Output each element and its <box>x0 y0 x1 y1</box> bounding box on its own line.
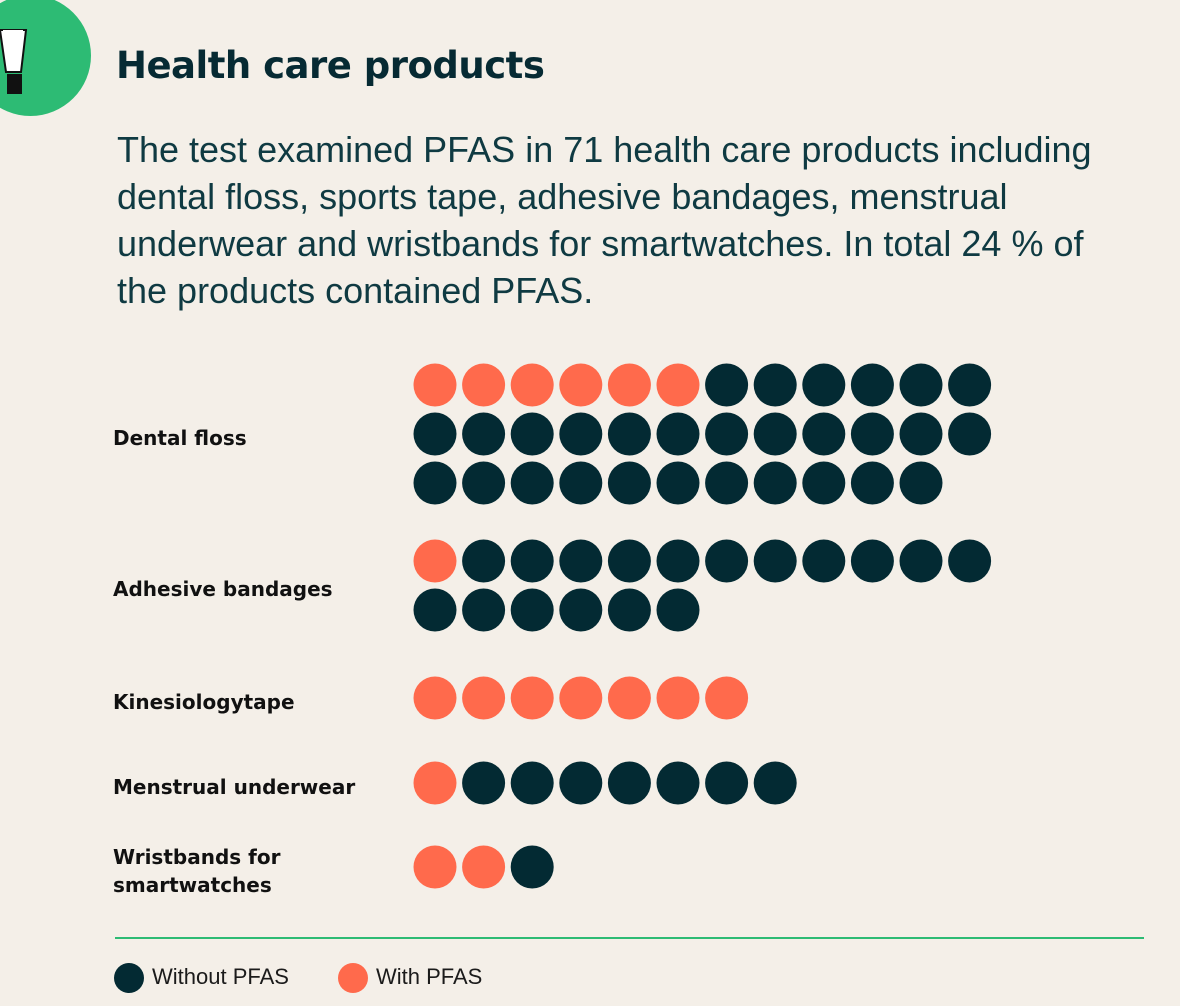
dot-without-pfas-0-34 <box>899 461 943 505</box>
row-label-adhesive-bandages: Adhesive bandages <box>113 577 333 601</box>
dot-without-pfas-0-8 <box>802 363 846 407</box>
row-label-dental-floss: Dental floss <box>113 426 247 450</box>
row-label-wristbands: Wristbands for smartwatches <box>113 845 281 897</box>
dot-without-pfas-1-13 <box>462 588 506 632</box>
dot-without-pfas-1-12 <box>413 588 457 632</box>
dot-without-pfas-1-2 <box>510 539 554 583</box>
dot-without-pfas-1-16 <box>607 588 651 632</box>
legend-label-without-pfas: Without PFAS <box>152 964 289 989</box>
dot-with-pfas-2-4 <box>607 676 651 720</box>
row-label-menstrual-underwear: Menstrual underwear <box>113 775 356 799</box>
dot-without-pfas-1-9 <box>850 539 894 583</box>
dot-without-pfas-0-27 <box>559 461 603 505</box>
intro-text: The test examined PFAS in 71 health care… <box>117 129 1092 311</box>
legend-dot-with-pfas <box>338 963 368 993</box>
dot-without-pfas-1-1 <box>462 539 506 583</box>
dot-with-pfas-2-6 <box>705 676 749 720</box>
dot-without-pfas-0-19 <box>753 412 797 456</box>
dot-with-pfas-4-0 <box>413 845 457 889</box>
dot-without-pfas-0-20 <box>802 412 846 456</box>
dot-without-pfas-0-31 <box>753 461 797 505</box>
dot-with-pfas-0-3 <box>559 363 603 407</box>
dot-without-pfas-0-6 <box>705 363 749 407</box>
dot-with-pfas-0-4 <box>607 363 651 407</box>
dot-without-pfas-3-5 <box>656 761 700 805</box>
dot-without-pfas-1-5 <box>656 539 700 583</box>
dot-with-pfas-2-1 <box>462 676 506 720</box>
dot-without-pfas-0-13 <box>462 412 506 456</box>
tube-exclamation-icon <box>0 29 28 94</box>
dot-without-pfas-0-29 <box>656 461 700 505</box>
dot-without-pfas-0-33 <box>850 461 894 505</box>
dot-without-pfas-1-4 <box>607 539 651 583</box>
dot-without-pfas-1-8 <box>802 539 846 583</box>
legend-dot-without-pfas <box>114 963 144 993</box>
dot-with-pfas-0-2 <box>510 363 554 407</box>
dot-without-pfas-1-17 <box>656 588 700 632</box>
dot-without-pfas-0-22 <box>899 412 943 456</box>
dot-without-pfas-0-18 <box>705 412 749 456</box>
dot-without-pfas-3-2 <box>510 761 554 805</box>
dot-without-pfas-0-12 <box>413 412 457 456</box>
dot-without-pfas-0-30 <box>705 461 749 505</box>
health-product-logo <box>0 0 91 116</box>
dot-without-pfas-0-15 <box>559 412 603 456</box>
dot-with-pfas-1-0 <box>413 539 457 583</box>
dot-without-pfas-1-6 <box>705 539 749 583</box>
dot-with-pfas-2-5 <box>656 676 700 720</box>
dot-without-pfas-0-9 <box>850 363 894 407</box>
dot-without-pfas-4-2 <box>510 845 554 889</box>
dot-without-pfas-1-7 <box>753 539 797 583</box>
dot-without-pfas-0-26 <box>510 461 554 505</box>
dot-without-pfas-3-4 <box>607 761 651 805</box>
legend-divider <box>115 937 1144 939</box>
dot-without-pfas-0-24 <box>413 461 457 505</box>
dot-without-pfas-0-7 <box>753 363 797 407</box>
dot-without-pfas-1-14 <box>510 588 554 632</box>
dot-with-pfas-2-2 <box>510 676 554 720</box>
dot-without-pfas-0-25 <box>462 461 506 505</box>
dot-without-pfas-3-7 <box>753 761 797 805</box>
legend-label-with-pfas: With PFAS <box>376 964 483 989</box>
dot-with-pfas-2-0 <box>413 676 457 720</box>
row-label-kinesiologytape: Kinesiologytape <box>113 690 295 714</box>
dot-without-pfas-0-32 <box>802 461 846 505</box>
dot-without-pfas-3-6 <box>705 761 749 805</box>
dot-with-pfas-0-1 <box>462 363 506 407</box>
dot-without-pfas-1-3 <box>559 539 603 583</box>
dot-without-pfas-1-11 <box>948 539 992 583</box>
dot-with-pfas-2-3 <box>559 676 603 720</box>
dot-without-pfas-0-28 <box>607 461 651 505</box>
dot-without-pfas-0-14 <box>510 412 554 456</box>
dot-without-pfas-0-16 <box>607 412 651 456</box>
dot-with-pfas-0-0 <box>413 363 457 407</box>
dot-without-pfas-1-10 <box>899 539 943 583</box>
dot-without-pfas-0-11 <box>948 363 992 407</box>
dot-without-pfas-1-15 <box>559 588 603 632</box>
dot-without-pfas-3-3 <box>559 761 603 805</box>
dot-with-pfas-3-0 <box>413 761 457 805</box>
dot-without-pfas-0-17 <box>656 412 700 456</box>
dot-without-pfas-0-23 <box>948 412 992 456</box>
dot-without-pfas-0-10 <box>899 363 943 407</box>
dot-without-pfas-0-21 <box>850 412 894 456</box>
dot-with-pfas-4-1 <box>462 845 506 889</box>
page-title: Health care products <box>116 44 545 87</box>
dot-with-pfas-0-5 <box>656 363 700 407</box>
dot-without-pfas-3-1 <box>462 761 506 805</box>
